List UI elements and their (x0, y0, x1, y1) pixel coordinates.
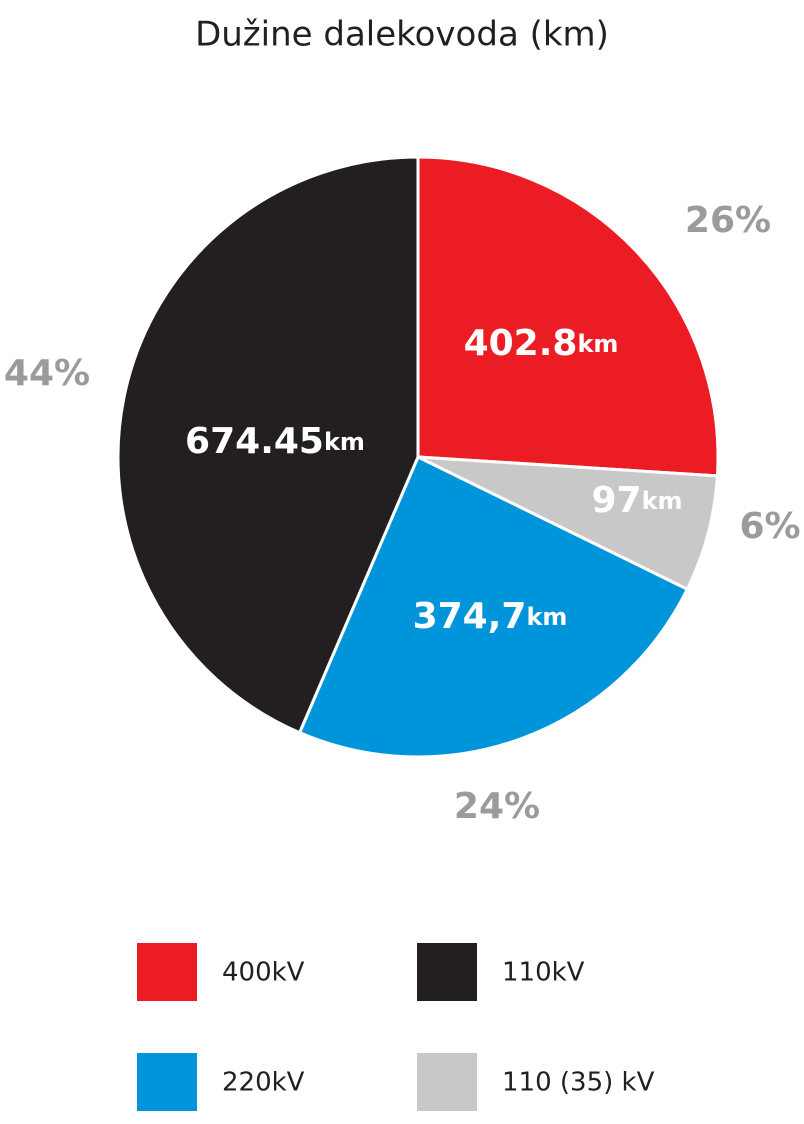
legend-swatch (137, 1053, 197, 1111)
value-number: 374,7 (413, 596, 527, 637)
value-label: 674.45km (185, 421, 365, 462)
legend-label: 220kV (222, 1068, 305, 1098)
chart-title: Dužine dalekovoda (km) (195, 15, 609, 55)
pie-slice (116, 155, 420, 735)
percentage-label: 26% (685, 200, 771, 241)
legend-swatch (417, 1053, 477, 1111)
value-label: 97km (591, 480, 682, 521)
value-number: 674.45 (185, 421, 324, 462)
value-label: 374,7km (413, 596, 568, 637)
value-unit: km (642, 487, 683, 515)
percentage-label: 6% (739, 506, 800, 547)
value-unit: km (324, 428, 365, 456)
pie-slice (416, 155, 720, 478)
pie-slice (297, 454, 690, 759)
legend-label: 110kV (502, 958, 585, 988)
pie-slice (417, 455, 719, 592)
value-number: 402.8 (464, 323, 578, 364)
value-number: 97 (591, 480, 641, 521)
value-label: 402.8km (464, 323, 619, 364)
percentage-label: 24% (454, 786, 540, 827)
value-unit: km (577, 330, 618, 358)
legend-label: 110 (35) kV (502, 1068, 655, 1098)
legend-swatch (137, 943, 197, 1001)
legend-label: 400kV (222, 958, 305, 988)
percentage-label: 44% (4, 353, 90, 394)
legend-swatch (417, 943, 477, 1001)
value-unit: km (526, 603, 567, 631)
